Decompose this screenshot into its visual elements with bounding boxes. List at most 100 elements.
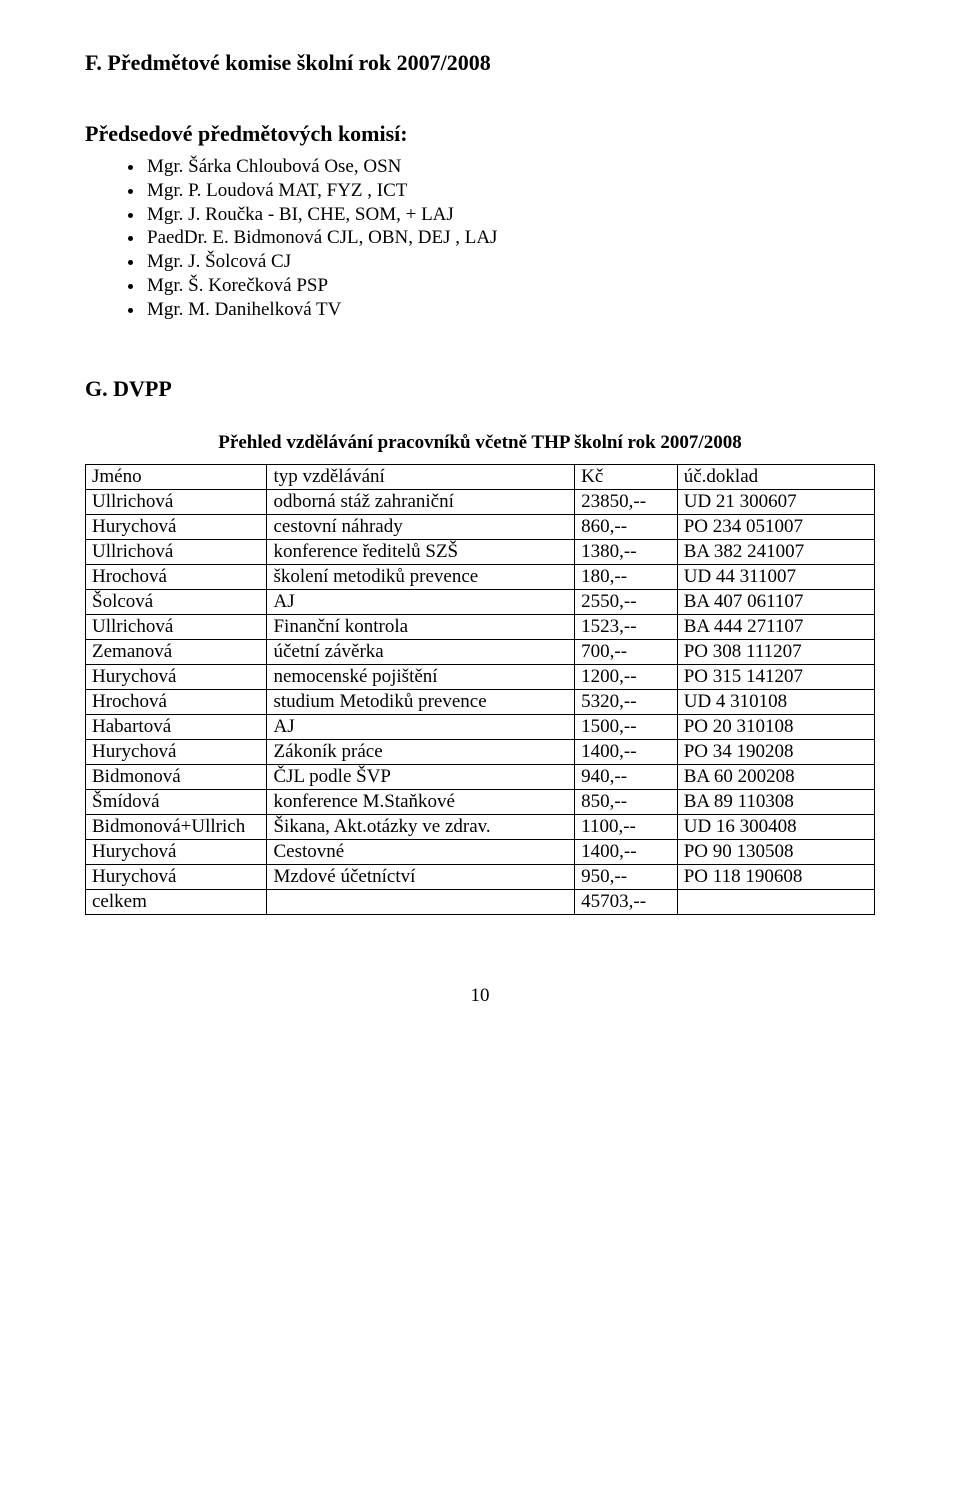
table-cell: UD 21 300607	[677, 490, 874, 515]
table-cell: konference ředitelů SZŠ	[267, 540, 575, 565]
table-cell: Mzdové účetníctví	[267, 865, 575, 890]
table-row: Hrochováškolení metodiků prevence180,--U…	[86, 565, 875, 590]
table-cell: 1523,--	[575, 615, 678, 640]
document-page: F. Předmětové komise školní rok 2007/200…	[0, 0, 960, 1047]
table-row: BidmonováČJL podle ŠVP940,--BA 60 200208	[86, 765, 875, 790]
list-item: PaedDr. E. Bidmonová CJL, OBN, DEJ , LAJ	[145, 226, 875, 250]
table-cell: 850,--	[575, 790, 678, 815]
dvpp-table: Jménotyp vzděláváníKčúč.dokladUllrichová…	[85, 464, 875, 915]
table-row: Hrochovástudium Metodiků prevence5320,--…	[86, 690, 875, 715]
table-cell: 23850,--	[575, 490, 678, 515]
table-row: UllrichováFinanční kontrola1523,--BA 444…	[86, 615, 875, 640]
table-cell: 940,--	[575, 765, 678, 790]
table-cell: Bidmonová+Ullrich	[86, 815, 267, 840]
table-cell: Ullrichová	[86, 540, 267, 565]
table-cell: 45703,--	[575, 890, 678, 915]
table-row: Šmídovákonference M.Staňkové850,--BA 89 …	[86, 790, 875, 815]
table-cell: cestovní náhrady	[267, 515, 575, 540]
section-g-heading: G. DVPP	[85, 376, 875, 402]
table-row: celkem 45703,--	[86, 890, 875, 915]
table-header-row: Jménotyp vzděláváníKčúč.doklad	[86, 465, 875, 490]
table-cell: 180,--	[575, 565, 678, 590]
table-cell: 1500,--	[575, 715, 678, 740]
table-cell: Hrochová	[86, 690, 267, 715]
table-cell: Šikana, Akt.otázky ve zdrav.	[267, 815, 575, 840]
table-cell: PO 118 190608	[677, 865, 874, 890]
table-cell: Hurychová	[86, 840, 267, 865]
table-cell: školení metodiků prevence	[267, 565, 575, 590]
table-cell: Hurychová	[86, 665, 267, 690]
table-cell: 1400,--	[575, 840, 678, 865]
table-cell: 2550,--	[575, 590, 678, 615]
table-cell: 700,--	[575, 640, 678, 665]
table-cell: Zemanová	[86, 640, 267, 665]
table-cell: AJ	[267, 590, 575, 615]
table-cell: PO 90 130508	[677, 840, 874, 865]
table-row: Hurychovácestovní náhrady860,--PO 234 05…	[86, 515, 875, 540]
page-number: 10	[85, 985, 875, 1007]
table-cell	[677, 890, 874, 915]
table-cell: UD 16 300408	[677, 815, 874, 840]
table-cell: 1380,--	[575, 540, 678, 565]
table-cell: BA 60 200208	[677, 765, 874, 790]
table-cell: Zákoník práce	[267, 740, 575, 765]
table-row: Ullrichovákonference ředitelů SZŠ1380,--…	[86, 540, 875, 565]
table-cell: PO 315 141207	[677, 665, 874, 690]
table-title: Přehled vzdělávání pracovníků včetně THP…	[85, 432, 875, 454]
table-cell: 950,--	[575, 865, 678, 890]
table-cell: BA 407 061107	[677, 590, 874, 615]
table-cell: PO 34 190208	[677, 740, 874, 765]
table-cell: Hrochová	[86, 565, 267, 590]
table-cell: Finanční kontrola	[267, 615, 575, 640]
table-cell: Bidmonová	[86, 765, 267, 790]
table-cell: BA 382 241007	[677, 540, 874, 565]
section-f-heading: F. Předmětové komise školní rok 2007/200…	[85, 50, 875, 76]
table-cell: Ullrichová	[86, 490, 267, 515]
table-cell: účetní závěrka	[267, 640, 575, 665]
table-cell: studium Metodiků prevence	[267, 690, 575, 715]
table-cell: Šolcová	[86, 590, 267, 615]
table-row: HurychováZákoník práce1400,--PO 34 19020…	[86, 740, 875, 765]
table-cell: UD 44 311007	[677, 565, 874, 590]
table-cell: 5320,--	[575, 690, 678, 715]
table-cell: 1200,--	[575, 665, 678, 690]
table-cell: 1400,--	[575, 740, 678, 765]
table-cell: ČJL podle ŠVP	[267, 765, 575, 790]
table-cell: 1100,--	[575, 815, 678, 840]
table-cell: Ullrichová	[86, 615, 267, 640]
committee-list: Mgr. Šárka Chloubová Ose, OSN Mgr. P. Lo…	[85, 155, 875, 321]
table-row: HurychováMzdové účetníctví950,--PO 118 1…	[86, 865, 875, 890]
table-row: HurychováCestovné1400,--PO 90 130508	[86, 840, 875, 865]
table-cell: Habartová	[86, 715, 267, 740]
table-cell: Hurychová	[86, 515, 267, 540]
table-cell	[267, 890, 575, 915]
table-header-cell: úč.doklad	[677, 465, 874, 490]
table-row: HabartováAJ1500,--PO 20 310108	[86, 715, 875, 740]
table-row: Hurychovánemocenské pojištění1200,--PO 3…	[86, 665, 875, 690]
table-cell: Hurychová	[86, 865, 267, 890]
list-item: Mgr. P. Loudová MAT, FYZ , ICT	[145, 179, 875, 203]
table-row: ŠolcováAJ2550,--BA 407 061107	[86, 590, 875, 615]
section-f-subheading: Předsedové předmětových komisí:	[85, 121, 875, 147]
table-cell: nemocenské pojištění	[267, 665, 575, 690]
table-cell: AJ	[267, 715, 575, 740]
table-cell: BA 89 110308	[677, 790, 874, 815]
table-header-cell: Jméno	[86, 465, 267, 490]
list-item: Mgr. Šárka Chloubová Ose, OSN	[145, 155, 875, 179]
table-cell: BA 444 271107	[677, 615, 874, 640]
table-cell: PO 234 051007	[677, 515, 874, 540]
list-item: Mgr. J. Šolcová CJ	[145, 250, 875, 274]
table-cell: UD 4 310108	[677, 690, 874, 715]
table-row: Ullrichováodborná stáž zahraniční23850,-…	[86, 490, 875, 515]
table-cell: PO 308 111207	[677, 640, 874, 665]
table-cell: Hurychová	[86, 740, 267, 765]
table-cell: konference M.Staňkové	[267, 790, 575, 815]
table-row: Zemanováúčetní závěrka700,--PO 308 11120…	[86, 640, 875, 665]
table-header-cell: Kč	[575, 465, 678, 490]
list-item: Mgr. Š. Korečková PSP	[145, 274, 875, 298]
table-cell: odborná stáž zahraniční	[267, 490, 575, 515]
table-cell: Cestovné	[267, 840, 575, 865]
table-cell: celkem	[86, 890, 267, 915]
table-cell: 860,--	[575, 515, 678, 540]
list-item: Mgr. J. Roučka - BI, CHE, SOM, + LAJ	[145, 203, 875, 227]
